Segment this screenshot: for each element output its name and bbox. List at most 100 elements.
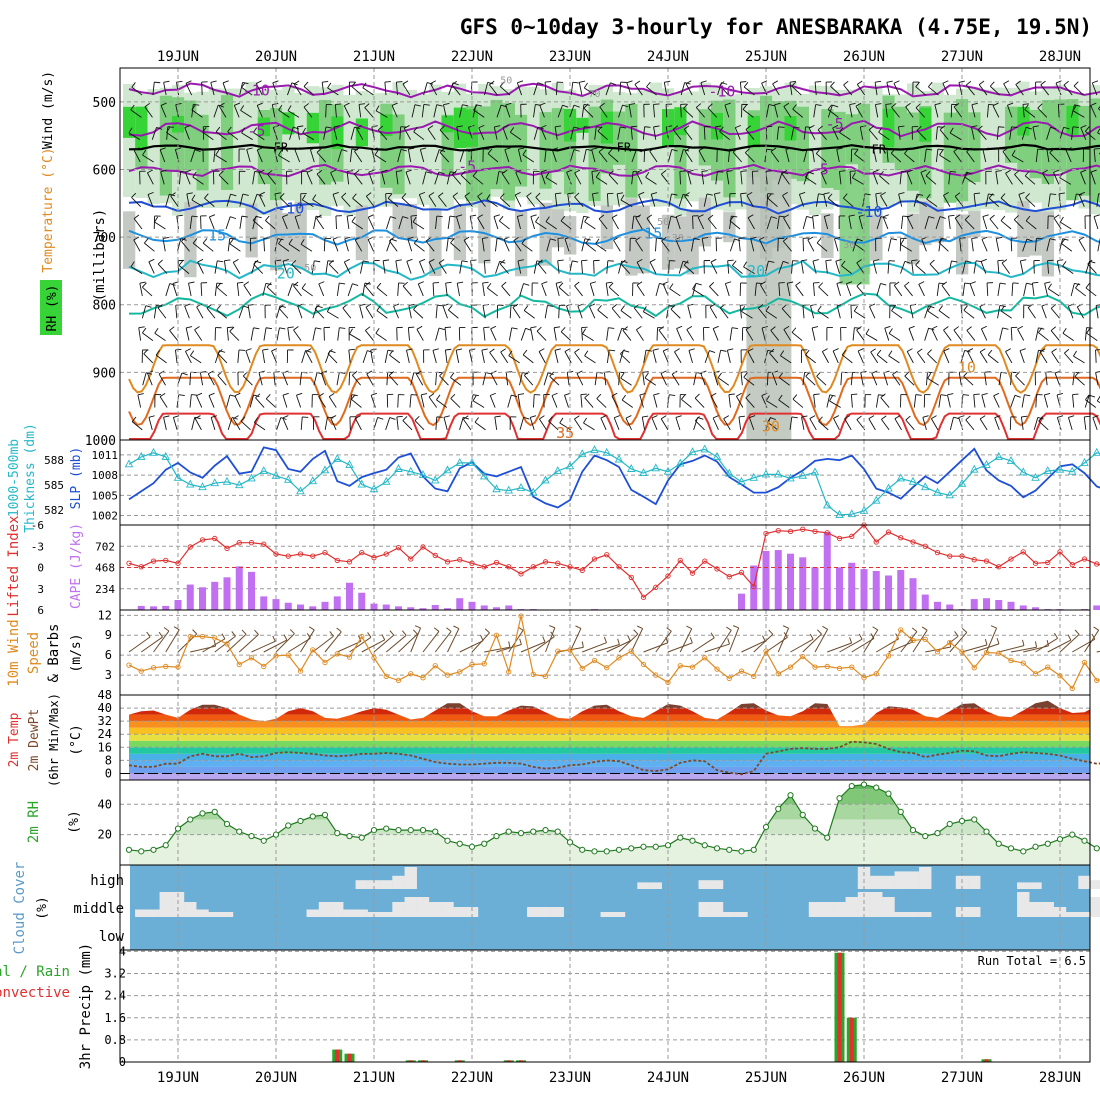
wind-barb: [487, 81, 494, 85]
wind-barb: [749, 417, 755, 431]
wind-barb: [626, 80, 633, 84]
wind-barb: [938, 310, 950, 319]
wind-barb: [618, 260, 623, 274]
wind-barb: [792, 398, 804, 408]
wind-barb: [175, 102, 182, 106]
data-point: [969, 464, 979, 473]
wind-barb: [526, 192, 532, 197]
wind-barb: [1024, 175, 1036, 185]
wind-barb: [419, 261, 425, 274]
wind-barb: [853, 305, 858, 312]
wind-barb: [482, 282, 485, 296]
wind-barb: [459, 260, 463, 274]
wind-barb: [687, 169, 694, 173]
cape-bar: [162, 605, 170, 610]
cape-bar: [750, 565, 758, 610]
wind-barb: [584, 393, 590, 399]
wind-barb: [564, 348, 571, 352]
wind-barb: [669, 283, 674, 289]
data-point: [810, 467, 820, 476]
wind-barb: [1050, 308, 1060, 319]
wind-barb: [389, 354, 401, 364]
wind-barb: [300, 238, 305, 245]
wind-barb: [697, 214, 704, 218]
wind-barb: [364, 107, 374, 118]
wind-barb: [273, 372, 276, 386]
wind-barb: [858, 633, 863, 640]
data-point: [652, 843, 659, 850]
wind-barb: [519, 638, 522, 645]
wind-barb: [147, 169, 153, 174]
wind-barb: [679, 149, 684, 163]
data-point: [212, 635, 218, 641]
cloud-bar: [404, 867, 417, 889]
wind-barb: [477, 217, 485, 230]
chart-title: GFS 0~10day 3-hourly for ANESBARAKA (4.7…: [460, 15, 1092, 39]
wind-barb: [396, 415, 403, 418]
wind-barb: [583, 149, 587, 163]
wind-barb: [620, 353, 631, 364]
data-point: [223, 820, 231, 828]
wind-barb: [335, 215, 337, 229]
wind-barb: [499, 259, 505, 265]
wind-barb: [414, 420, 425, 431]
wind-barb: [841, 349, 847, 356]
wind-barb: [450, 171, 457, 174]
wind-barb: [817, 129, 827, 140]
wind-barb: [780, 355, 792, 364]
wind-barb: [938, 305, 943, 311]
wind-barb: [546, 238, 551, 252]
wind-barb: [666, 125, 673, 128]
wind-barb: [620, 194, 625, 201]
wind-barb: [977, 125, 983, 131]
wind-barb: [487, 153, 499, 163]
wind-barb: [336, 627, 342, 633]
data-point: [1081, 837, 1088, 844]
wind-barb: [727, 149, 731, 163]
data-point: [493, 632, 500, 638]
wind-barb: [857, 350, 864, 364]
rh-band: [686, 209, 699, 275]
rh-band: [1029, 109, 1042, 179]
data-point: [1069, 831, 1076, 838]
wind-barb: [240, 416, 246, 422]
wind-barb: [443, 415, 450, 418]
data-point: [1020, 848, 1027, 855]
wind-barb: [283, 634, 288, 641]
data-point: [1008, 657, 1014, 664]
wind-barb: [879, 170, 884, 177]
wind-barb: [939, 154, 951, 163]
wind-barb: [376, 310, 388, 319]
data-point: [800, 526, 806, 532]
wind-barb: [1035, 327, 1039, 341]
wind-barb: [745, 129, 755, 140]
wind-barb: [351, 398, 362, 408]
wind-barb: [759, 239, 766, 252]
wind-barb: [186, 326, 193, 329]
wind-barb: [303, 106, 313, 118]
wind-barb: [781, 308, 792, 319]
wind-barb: [1049, 152, 1060, 163]
wind-barb: [729, 238, 735, 252]
wind-barb: [762, 635, 766, 642]
wind-barb: [346, 216, 350, 230]
wind-barb: [852, 177, 864, 185]
wind-barb: [538, 348, 545, 352]
wind-barb: [915, 260, 920, 266]
wind-barb: [855, 102, 862, 107]
data-point: [628, 574, 634, 581]
wind-barb: [715, 171, 718, 185]
tick-label: 4: [119, 944, 126, 958]
wind-barb: [191, 109, 203, 118]
wind-barb: [1044, 283, 1049, 297]
wind-barb: [496, 643, 522, 653]
wind-barb: [574, 348, 580, 353]
wind-barb: [605, 82, 611, 96]
wind-barb: [523, 305, 529, 311]
wind-barb: [694, 397, 705, 408]
wind-barb: [765, 305, 770, 312]
wind-barb: [434, 149, 440, 163]
wind-barb: [873, 259, 880, 262]
wind-barb: [1062, 260, 1067, 267]
rh-band: [282, 112, 295, 135]
